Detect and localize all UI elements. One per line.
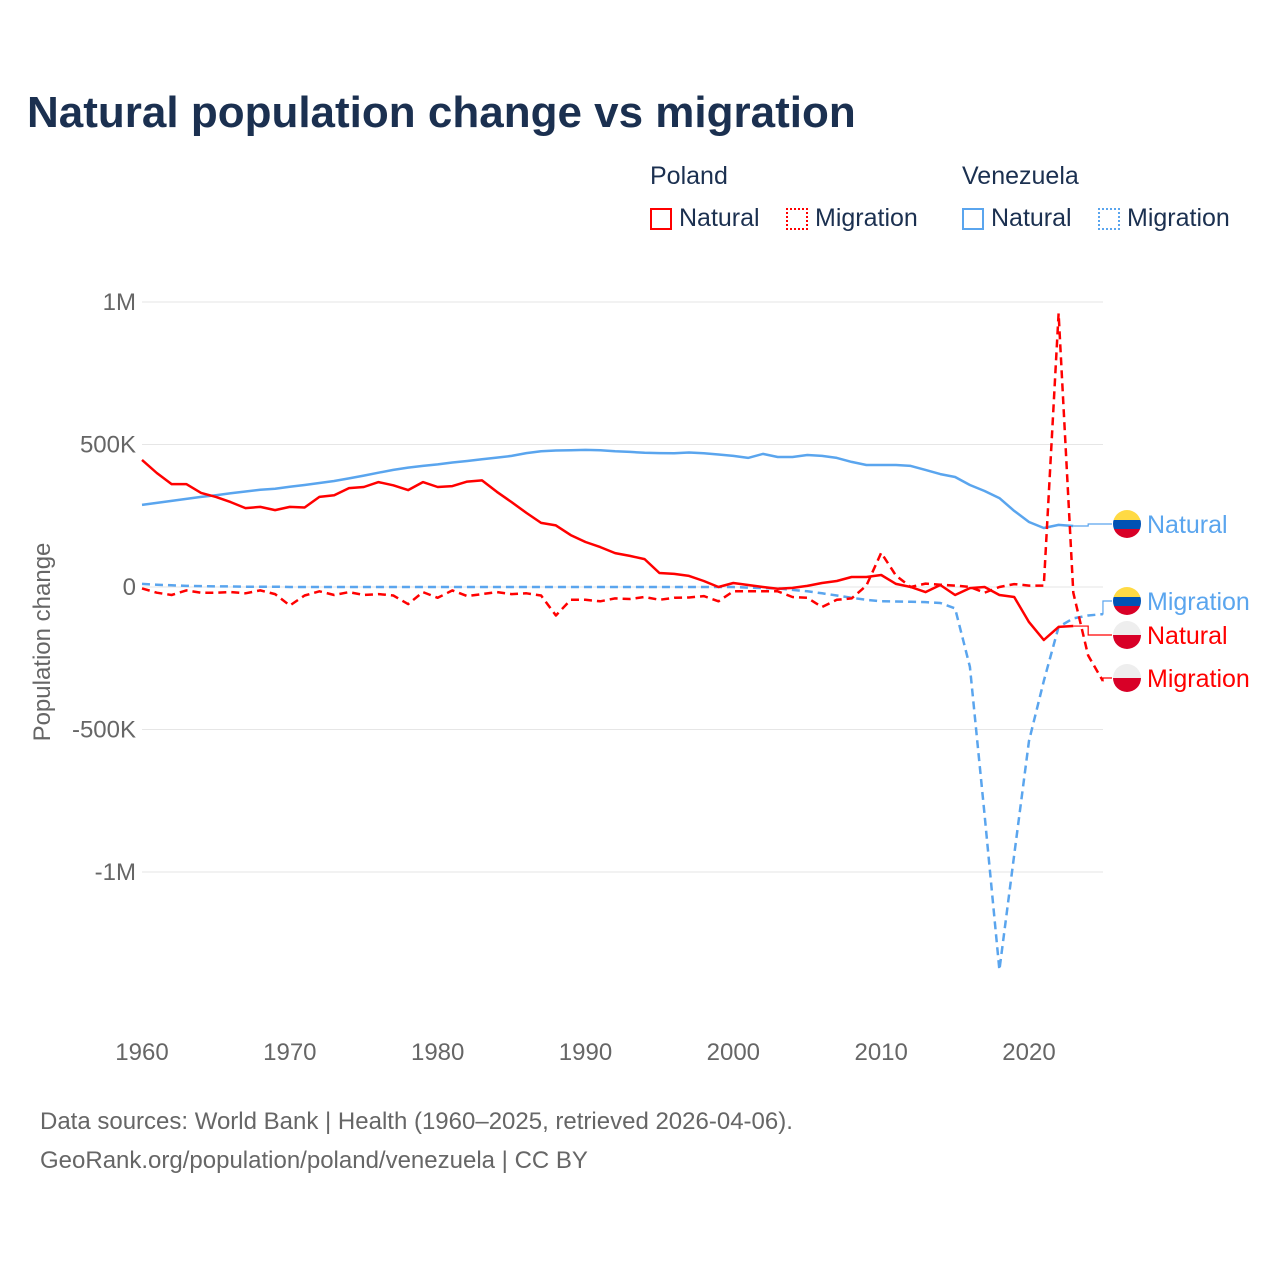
y-tick-label: 0 bbox=[123, 574, 136, 601]
series-line-poland-natural bbox=[141, 458, 1074, 642]
legend-group-venezuela: Venezuela bbox=[962, 162, 1079, 190]
x-tick-label: 1970 bbox=[263, 1039, 316, 1066]
legend-swatch-solid bbox=[650, 207, 672, 230]
flag-white-band bbox=[1113, 664, 1141, 678]
legend-poland-migration[interactable]: Migration bbox=[786, 204, 918, 233]
footer-link[interactable]: GeoRank.org/population/poland/venezuela … bbox=[40, 1147, 588, 1174]
series-line-venezuela-natural bbox=[141, 448, 1074, 530]
poland-flag-icon bbox=[1113, 664, 1141, 692]
legend-venezuela-migration[interactable]: Migration bbox=[1098, 204, 1230, 233]
flag-red-band bbox=[1113, 606, 1141, 615]
poland-flag-icon bbox=[1113, 621, 1141, 649]
x-tick-label: 1990 bbox=[559, 1039, 612, 1066]
y-axis-label: Population change bbox=[29, 543, 56, 742]
x-tick-label: 1980 bbox=[411, 1039, 464, 1066]
legend-label: Migration bbox=[815, 204, 918, 232]
legend-poland-natural[interactable]: Natural bbox=[650, 204, 760, 233]
label-connector bbox=[1073, 523, 1112, 527]
x-tick-label: 2020 bbox=[1002, 1039, 1055, 1066]
y-tick-label: 1M bbox=[103, 289, 136, 316]
series-end-label: Migration bbox=[1147, 588, 1250, 616]
flag-yellow-band bbox=[1113, 587, 1141, 597]
flag-blue-band bbox=[1113, 597, 1141, 606]
series-end-label: Natural bbox=[1147, 622, 1228, 650]
legend-venezuela-natural[interactable]: Natural bbox=[962, 204, 1072, 233]
x-tick-label: 2010 bbox=[854, 1039, 907, 1066]
label-connector bbox=[1073, 625, 1112, 636]
series-line-venezuela-migration bbox=[141, 582, 1104, 972]
flag-red-band bbox=[1113, 635, 1141, 649]
y-tick-label: 500K bbox=[80, 432, 136, 459]
label-connector bbox=[1102, 677, 1112, 682]
series-end-label: Migration bbox=[1147, 665, 1250, 693]
legend-group-poland: Poland bbox=[650, 162, 728, 190]
x-tick-label: 2000 bbox=[707, 1039, 760, 1066]
footer-sources: Data sources: World Bank | Health (1960–… bbox=[40, 1108, 793, 1135]
series-line-poland-migration bbox=[141, 312, 1104, 682]
label-connector bbox=[1102, 600, 1112, 615]
venezuela-flag-icon bbox=[1113, 587, 1141, 615]
x-tick-label: 1960 bbox=[115, 1039, 168, 1066]
flag-red-band bbox=[1113, 678, 1141, 692]
legend-label: Natural bbox=[991, 204, 1072, 232]
legend-swatch-solid bbox=[962, 207, 984, 230]
y-tick-label: -500K bbox=[72, 717, 136, 744]
flag-yellow-band bbox=[1113, 510, 1141, 520]
legend-swatch-dotted bbox=[1098, 207, 1120, 230]
venezuela-flag-icon bbox=[1113, 510, 1141, 538]
chart-title: Natural population change vs migration bbox=[27, 88, 856, 137]
series-end-label: Natural bbox=[1147, 511, 1228, 539]
legend-swatch-dotted bbox=[786, 207, 808, 230]
flag-white-band bbox=[1113, 621, 1141, 635]
flag-blue-band bbox=[1113, 520, 1141, 529]
flag-red-band bbox=[1113, 529, 1141, 538]
y-tick-label: -1M bbox=[95, 859, 136, 886]
legend-label: Migration bbox=[1127, 204, 1230, 232]
legend-label: Natural bbox=[679, 204, 760, 232]
